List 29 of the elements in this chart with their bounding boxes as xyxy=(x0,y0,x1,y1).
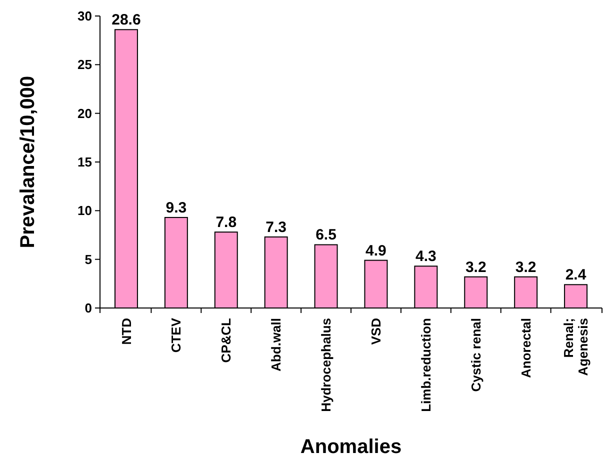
y-tick-label: 25 xyxy=(78,57,92,72)
x-tick-label: Renal; Agenesis xyxy=(561,318,590,376)
x-axis-title: Anomalies xyxy=(300,436,402,458)
x-tick-label: Limb.reduction xyxy=(418,318,434,412)
data-label: 4.3 xyxy=(415,248,436,266)
x-tick-label: NTD xyxy=(118,318,134,345)
data-label: 7.3 xyxy=(266,218,287,236)
x-tick-label: Anorectal xyxy=(518,318,534,378)
y-tick-label: 15 xyxy=(78,154,92,170)
data-label: 2.4 xyxy=(565,266,587,284)
x-tick-label: CP&CL xyxy=(218,318,234,363)
x-tick-label: Hydrocephalus xyxy=(318,318,334,412)
data-label: 3.2 xyxy=(465,258,486,276)
data-label: 6.5 xyxy=(316,226,336,244)
data-label: 4.9 xyxy=(366,242,386,260)
y-tick-label: 10 xyxy=(78,203,92,218)
y-tick-label: 20 xyxy=(78,106,92,121)
y-tick-label: 30 xyxy=(78,8,92,24)
x-tick-label: VSD xyxy=(368,318,384,345)
x-tick-label: CTEV xyxy=(168,318,184,353)
data-label: 3.2 xyxy=(515,258,536,276)
x-tick-label: Abd.wall xyxy=(268,318,284,372)
y-tick-label: 5 xyxy=(84,252,92,267)
x-tick-label: Cystic renal xyxy=(468,318,484,392)
y-axis-title: Prevalance/10,000 xyxy=(17,76,39,248)
data-label: 7.8 xyxy=(216,214,237,232)
data-label: 28.6 xyxy=(112,12,141,29)
data-label: 9.3 xyxy=(166,199,187,216)
y-tick-label: 0 xyxy=(84,300,92,316)
